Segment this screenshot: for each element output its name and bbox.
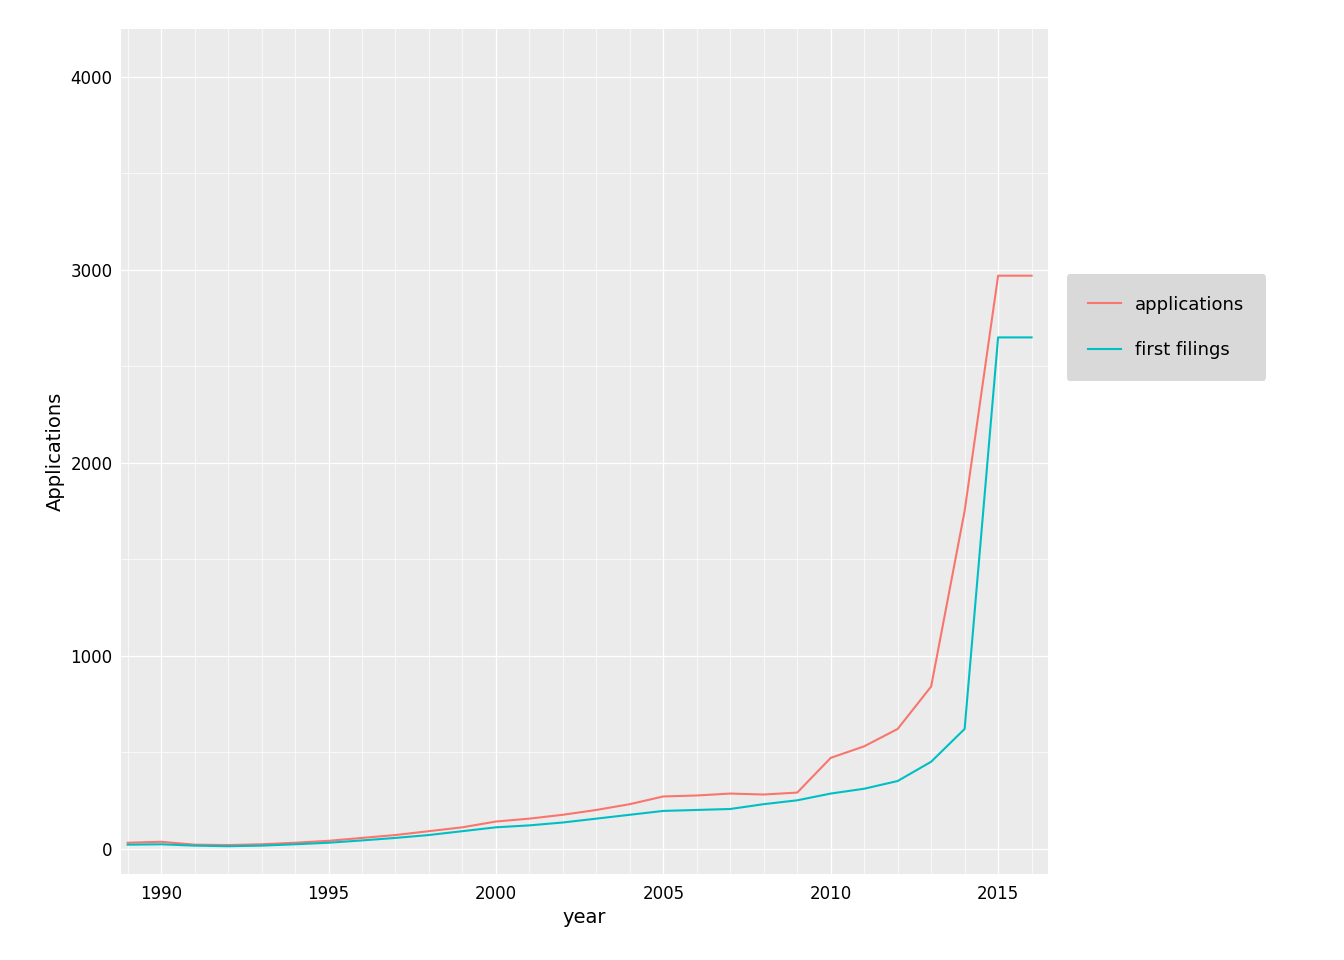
first filings [589, 813, 605, 825]
first filings [688, 804, 704, 816]
applications [957, 505, 973, 516]
applications [187, 839, 203, 851]
Line: applications: applications [128, 276, 1032, 845]
applications [722, 788, 738, 800]
applications [320, 835, 336, 847]
first filings [320, 837, 336, 849]
applications [890, 723, 906, 734]
Legend: applications, first filings: applications, first filings [1067, 275, 1266, 381]
first filings [387, 832, 403, 844]
applications [288, 837, 304, 849]
applications [688, 790, 704, 802]
Y-axis label: Applications: Applications [46, 392, 65, 511]
applications [755, 789, 771, 801]
applications [120, 837, 136, 849]
applications [353, 832, 370, 844]
first filings [991, 331, 1007, 343]
applications [823, 752, 839, 763]
applications [622, 799, 638, 810]
first filings [622, 809, 638, 821]
first filings [187, 840, 203, 852]
first filings [254, 840, 270, 852]
first filings [656, 805, 672, 817]
applications [589, 804, 605, 816]
first filings [755, 799, 771, 810]
first filings [555, 817, 571, 828]
first filings [153, 838, 169, 850]
applications [220, 839, 237, 851]
first filings [1024, 331, 1040, 343]
applications [789, 787, 805, 799]
applications [254, 838, 270, 850]
X-axis label: year: year [563, 908, 606, 927]
first filings [421, 829, 437, 841]
applications [521, 813, 538, 825]
first filings [120, 839, 136, 851]
first filings [957, 723, 973, 734]
applications [454, 822, 470, 833]
applications [421, 826, 437, 837]
first filings [823, 788, 839, 800]
first filings [521, 820, 538, 831]
applications [488, 816, 504, 828]
applications [153, 836, 169, 848]
first filings [789, 795, 805, 806]
applications [555, 809, 571, 821]
Line: first filings: first filings [128, 337, 1032, 846]
applications [991, 270, 1007, 281]
applications [656, 791, 672, 803]
first filings [488, 822, 504, 833]
first filings [923, 756, 939, 767]
first filings [220, 840, 237, 852]
first filings [454, 826, 470, 837]
first filings [856, 783, 872, 795]
first filings [890, 776, 906, 787]
first filings [353, 834, 370, 846]
applications [387, 829, 403, 841]
first filings [722, 804, 738, 815]
applications [923, 681, 939, 692]
applications [1024, 270, 1040, 281]
first filings [288, 838, 304, 850]
applications [856, 740, 872, 752]
